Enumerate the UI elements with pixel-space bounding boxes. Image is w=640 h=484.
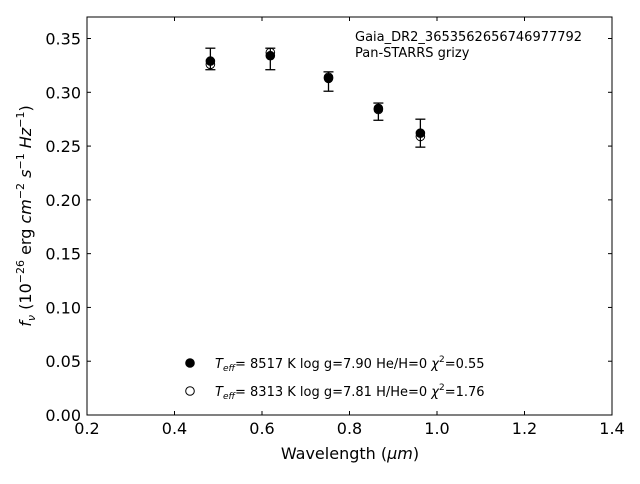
- y-tick-label: 0.30: [45, 83, 81, 102]
- axis-ticks: 0.2 0.4 0.6 0.8 1.0 1.2 1.4 0.00 0.05 0.10 0.15 0.2…: [45, 17, 625, 438]
- x-tick-label: 0.6: [249, 419, 274, 438]
- plot-marks: [205, 47, 426, 148]
- y-tick-label: 0.00: [45, 406, 81, 425]
- x-tick-label: 0.8: [337, 419, 362, 438]
- plot-frame: [86, 16, 613, 416]
- y-tick-label: 0.05: [45, 352, 81, 371]
- legend-marker-filled: [185, 358, 195, 368]
- y-tick-label: 0.10: [45, 298, 81, 317]
- x-axis-label: Wavelength (μm): [281, 444, 419, 463]
- model-point-open: [265, 47, 276, 58]
- y-axis-label: fν (10−26 erg cm−2 s−1 Hz−1): [14, 105, 38, 326]
- model-point-open: [373, 104, 384, 115]
- x-axis-label-prefix: Wavelength (: [281, 444, 387, 463]
- legend-label-filled: Teff= 8517 K log g=7.90 He/H=0 χ2=0.55: [215, 355, 485, 374]
- model-point-filled: [415, 128, 426, 138]
- y-tick-label: 0.25: [45, 137, 81, 156]
- annotation-object-id: Gaia_DR2_3653562656746977792: [355, 30, 582, 45]
- x-axis-label-suffix: ): [413, 444, 419, 463]
- legend-label-open: Teff= 8313 K log g=7.81 H/He=0 χ2=1.76: [215, 383, 485, 402]
- model-point-filled: [205, 56, 216, 66]
- model-point-open: [323, 72, 334, 83]
- x-tick-label: 1.4: [599, 419, 624, 438]
- legend-text-filled: = 8517 K log g=7.90 He/H=0: [235, 357, 431, 372]
- legend-chi-open: =1.76: [445, 385, 485, 400]
- x-tick-label: 1.0: [424, 419, 449, 438]
- y-tick-label: 0.15: [45, 245, 81, 264]
- legend-marker-open: [185, 386, 195, 396]
- model-point-open: [205, 59, 216, 70]
- model-point-open: [415, 131, 426, 142]
- x-tick-label: 0.2: [74, 419, 99, 438]
- x-tick-label: 0.4: [162, 419, 187, 438]
- legend: Teff= 8517 K log g=7.90 He/H=0 χ2=0.55 T…: [185, 355, 485, 402]
- model-point-filled: [265, 50, 276, 61]
- y-tick-label: 0.35: [45, 30, 81, 49]
- x-axis-label-unit: μm: [386, 444, 413, 463]
- y-tick-label: 0.20: [45, 191, 81, 210]
- x-tick-label: 1.2: [512, 419, 537, 438]
- legend-text-open: = 8313 K log g=7.81 H/He=0: [235, 385, 431, 400]
- legend-chi-filled: =0.55: [445, 357, 485, 372]
- annotation-survey: Pan-STARRS grizy: [355, 46, 470, 61]
